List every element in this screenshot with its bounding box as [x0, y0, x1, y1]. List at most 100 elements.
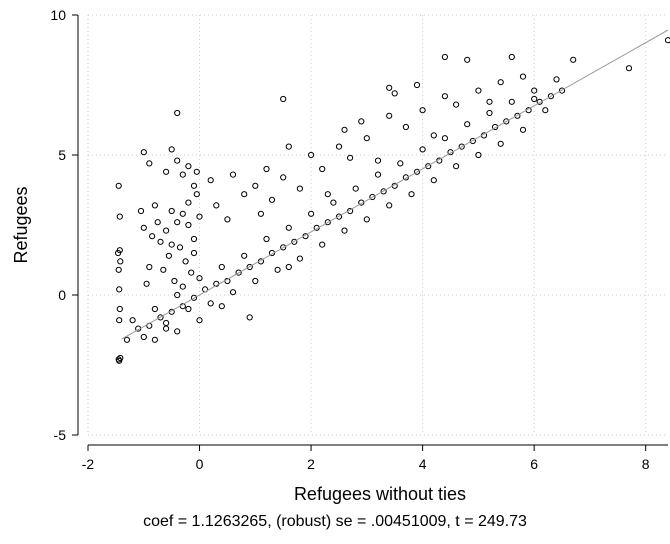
data-point	[190, 294, 198, 301]
data-point	[168, 146, 175, 153]
data-point	[196, 317, 203, 324]
data-point	[335, 213, 343, 220]
data-point	[274, 266, 281, 273]
data-point	[168, 241, 175, 248]
data-point	[453, 163, 460, 170]
axes: -2 0 2 4 6 8 -5 0 5 10	[50, 7, 668, 472]
data-point	[514, 112, 521, 119]
data-point	[140, 224, 147, 231]
data-point	[179, 210, 186, 217]
data-point	[229, 289, 237, 296]
data-point	[157, 314, 164, 321]
data-point	[419, 146, 426, 153]
data-point	[179, 283, 186, 290]
data-point	[115, 182, 122, 189]
x-tick-label: 2	[307, 456, 315, 472]
data-point	[464, 121, 471, 128]
x-tick-label: 0	[196, 456, 204, 472]
data-point	[185, 221, 192, 229]
data-point	[475, 151, 482, 159]
data-point	[486, 98, 493, 105]
y-tick-label: 0	[58, 287, 66, 303]
data-point	[154, 219, 161, 226]
data-point	[190, 249, 198, 257]
x-tick-label: 4	[419, 456, 427, 472]
data-point	[149, 233, 156, 240]
data-point	[143, 280, 150, 287]
y-tick-label: 5	[58, 147, 66, 163]
data-point	[185, 163, 192, 170]
data-point	[296, 255, 303, 262]
data-point	[308, 151, 315, 159]
data-point	[519, 126, 527, 133]
x-tick-label: -2	[82, 456, 95, 472]
data-point	[146, 263, 153, 271]
data-point	[419, 107, 426, 114]
data-point	[553, 76, 560, 83]
data-point	[207, 300, 214, 307]
data-points	[115, 37, 670, 364]
data-point	[664, 37, 670, 44]
data-point	[285, 143, 292, 150]
data-point	[163, 227, 170, 234]
data-point	[508, 98, 515, 105]
data-point	[140, 333, 147, 341]
data-point	[319, 241, 326, 248]
data-point	[308, 210, 315, 217]
data-point	[171, 277, 178, 285]
data-point	[369, 193, 376, 201]
data-point	[503, 118, 510, 125]
data-point	[224, 216, 231, 223]
data-point	[475, 87, 482, 94]
data-point	[280, 244, 287, 251]
data-point	[280, 95, 287, 103]
data-point	[324, 219, 331, 226]
data-point	[196, 275, 203, 282]
data-point	[174, 157, 181, 164]
data-point	[441, 93, 448, 100]
data-point	[188, 269, 195, 276]
data-point	[137, 207, 145, 215]
y-tick-label: -5	[54, 427, 67, 443]
data-point	[519, 73, 527, 80]
data-point	[469, 137, 476, 145]
data-point	[174, 291, 181, 299]
data-point	[263, 235, 270, 243]
data-point	[531, 95, 538, 103]
data-point	[163, 325, 170, 332]
data-point	[625, 65, 633, 72]
data-point	[280, 174, 287, 181]
data-point	[358, 118, 365, 125]
data-point	[151, 336, 158, 343]
data-point	[391, 90, 398, 97]
data-point	[386, 202, 393, 209]
data-point	[190, 235, 198, 243]
data-point	[174, 219, 181, 226]
data-point	[497, 140, 504, 147]
data-point	[229, 171, 237, 178]
data-point	[464, 56, 471, 63]
data-point	[497, 79, 504, 86]
data-point	[531, 87, 538, 94]
data-point	[246, 263, 253, 271]
data-point	[319, 165, 326, 173]
data-point	[458, 143, 465, 150]
data-point	[441, 53, 448, 61]
data-point	[235, 269, 242, 276]
data-point	[185, 305, 192, 313]
data-point	[193, 168, 200, 175]
data-point	[413, 81, 421, 89]
scatter-chart: -2 0 2 4 6 8 -5 0 5 10 Refugees without ties Refu…	[11, 7, 670, 504]
data-point	[160, 266, 167, 273]
data-point	[257, 210, 264, 217]
data-point	[402, 123, 409, 131]
gridlines	[87, 14, 668, 436]
data-point	[397, 160, 404, 167]
data-point	[116, 213, 123, 220]
data-point	[176, 244, 184, 251]
data-point	[151, 202, 158, 209]
data-point	[441, 135, 448, 142]
data-point	[168, 207, 175, 215]
data-point	[453, 101, 460, 108]
data-point	[179, 171, 186, 178]
